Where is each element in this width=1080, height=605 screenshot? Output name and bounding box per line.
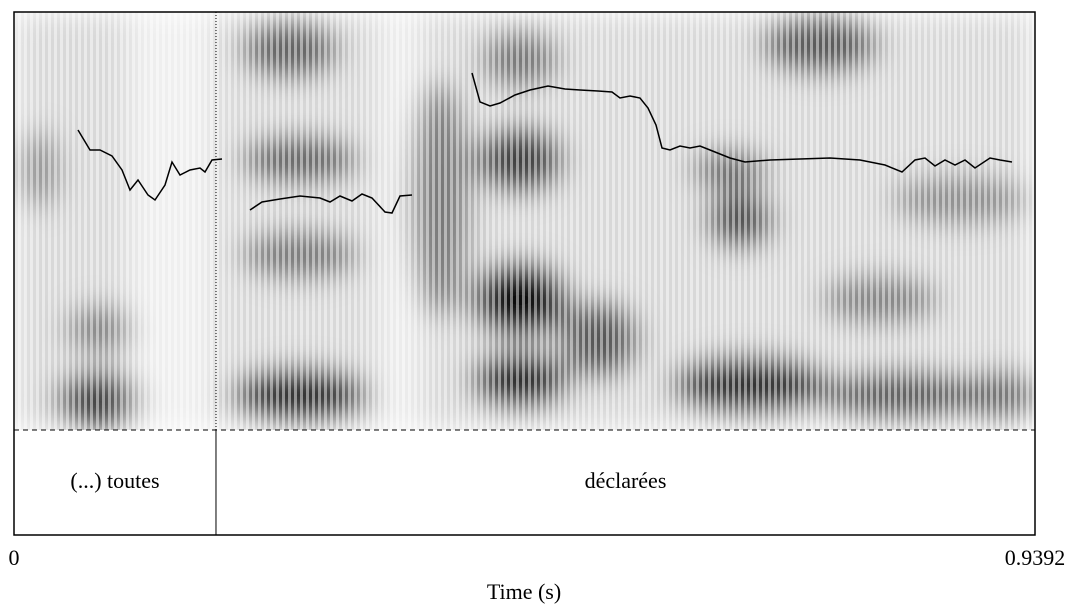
interval-label: (...) toutes bbox=[70, 468, 159, 493]
plot-frame bbox=[13, 11, 1036, 536]
interval-label: déclarées bbox=[585, 468, 667, 493]
x-tick-label: 0.9392 bbox=[1005, 545, 1066, 570]
x-tick-label: 0 bbox=[9, 545, 20, 570]
pitch-contour bbox=[77, 72, 1013, 214]
x-axis-label: Time (s) bbox=[487, 579, 561, 604]
spectrogram bbox=[14, 12, 1035, 430]
